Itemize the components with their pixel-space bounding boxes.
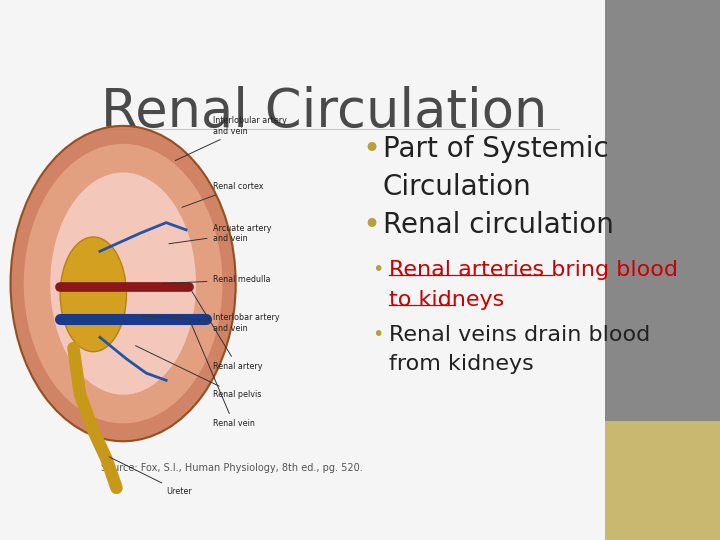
Text: •: • xyxy=(372,260,383,279)
Text: •: • xyxy=(362,136,380,165)
Text: Renal pelvis: Renal pelvis xyxy=(135,346,261,399)
Text: Source: Fox, S.I., Human Physiology, 8th ed., pg. 520.: Source: Fox, S.I., Human Physiology, 8th… xyxy=(101,463,363,473)
Text: Renal vein: Renal vein xyxy=(191,322,254,428)
Text: from kidneys: from kidneys xyxy=(389,354,534,374)
Text: •: • xyxy=(372,325,383,343)
Text: Part of Systemic: Part of Systemic xyxy=(383,136,608,164)
Ellipse shape xyxy=(50,172,196,395)
Text: Renal Circulation: Renal Circulation xyxy=(101,85,547,138)
Text: Arcuate artery
and vein: Arcuate artery and vein xyxy=(169,224,271,244)
Text: Renal cortex: Renal cortex xyxy=(182,183,263,207)
Text: Circulation: Circulation xyxy=(383,173,531,201)
Text: Renal artery: Renal artery xyxy=(191,289,262,370)
Text: Renal circulation: Renal circulation xyxy=(383,211,614,239)
Ellipse shape xyxy=(24,144,222,423)
Ellipse shape xyxy=(60,237,127,352)
Text: •: • xyxy=(362,211,380,240)
Text: Renal arteries bring blood: Renal arteries bring blood xyxy=(389,260,678,280)
Text: Renal veins drain blood: Renal veins drain blood xyxy=(389,325,649,345)
Text: Interlobar artery
and vein: Interlobar artery and vein xyxy=(143,313,279,333)
Text: Ureter: Ureter xyxy=(109,457,192,496)
Text: to kidneys: to kidneys xyxy=(389,290,504,310)
Ellipse shape xyxy=(11,126,235,441)
Text: Renal medulla: Renal medulla xyxy=(162,275,270,285)
Text: Interlobular artery
and vein: Interlobular artery and vein xyxy=(175,116,287,160)
